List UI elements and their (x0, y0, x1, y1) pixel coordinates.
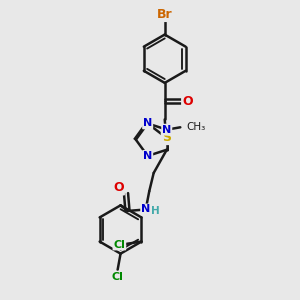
Text: N: N (143, 151, 152, 161)
Text: O: O (182, 94, 193, 108)
Text: N: N (143, 118, 152, 128)
Text: O: O (113, 182, 124, 194)
Text: Cl: Cl (113, 239, 125, 250)
Text: S: S (162, 131, 171, 144)
Text: CH₃: CH₃ (186, 122, 206, 132)
Text: N: N (141, 205, 150, 214)
Text: N: N (162, 125, 171, 135)
Text: H: H (151, 206, 160, 216)
Text: Cl: Cl (111, 272, 123, 282)
Text: Br: Br (157, 8, 172, 21)
